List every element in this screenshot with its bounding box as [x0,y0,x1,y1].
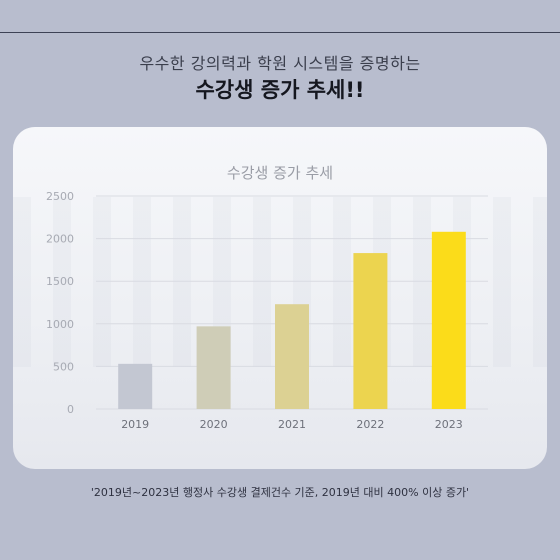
chart-title: 수강생 증가 추세 [226,164,334,182]
bar-2019 [118,363,153,409]
bar-2021 [275,304,309,409]
footnote: '2019년~2023년 행정사 수강생 결제건수 기준, 2019년 대비 4… [90,486,470,499]
y-tick-label: 2500 [46,190,74,203]
x-tick-label: 2020 [200,418,228,431]
page-headline: 수강생 증가 추세!! [195,78,365,102]
bar-2023 [431,231,466,409]
bar-2020 [196,326,231,409]
page-subtitle: 우수한 강의력과 학원 시스템을 증명하는 [139,54,421,73]
x-tick-label: 2023 [435,418,463,431]
y-tick-label: 0 [67,403,74,416]
y-tick-label: 1000 [46,318,74,331]
bar-2022 [353,253,388,409]
x-tick-label: 2019 [121,418,149,431]
x-tick-label: 2021 [278,418,306,431]
y-tick-label: 1500 [46,275,74,288]
y-tick-label: 500 [53,360,74,373]
y-tick-label: 2000 [46,233,74,246]
top-divider [0,32,560,33]
x-tick-label: 2022 [356,418,384,431]
